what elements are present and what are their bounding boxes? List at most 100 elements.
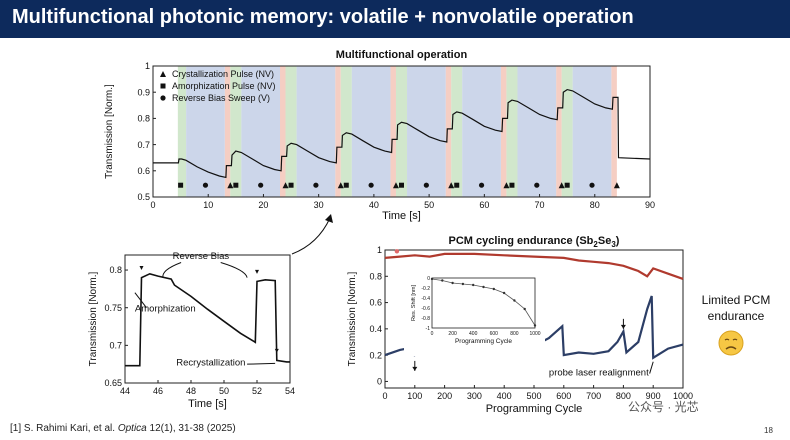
chart3-title: PCM cycling endurance (Sb2Se3) <box>449 235 620 249</box>
chart3-xtick-label: 400 <box>497 391 512 401</box>
chart3-event-arrow-head <box>412 366 418 371</box>
crystallization-marker <box>227 182 234 189</box>
shaded-crystallization <box>500 66 507 197</box>
reverse-bias-marker <box>202 182 209 188</box>
amorphization-marker <box>343 182 349 188</box>
chart3-ytick-label: 0.2 <box>369 350 382 360</box>
chart2-reverse-bias-bracket-right <box>220 262 248 278</box>
chart2-event-arrow <box>139 266 144 271</box>
chart4-ytick-label: -0.2 <box>421 286 430 292</box>
chart3-title-subscript: 3 <box>611 240 616 249</box>
citation: [1] S. Rahimi Kari, et al. Optica 12(1),… <box>10 423 236 434</box>
reverse-bias-marker <box>534 182 540 188</box>
shaded-reverse-bias <box>241 66 281 197</box>
chart2-reverse-bias-bracket-left <box>162 262 182 278</box>
amorphization-marker <box>399 182 404 188</box>
shaded-amorphization <box>340 66 352 197</box>
chart2-ytick-label: 0.8 <box>109 265 122 275</box>
chart1-xtick-label: 90 <box>645 200 655 210</box>
chart1-ytick-label: 0.6 <box>137 166 150 176</box>
chart4-res-shift-point <box>513 299 516 302</box>
chart2-xtick-label: 52 <box>252 386 262 396</box>
watermark: 公众号 · 光芯 <box>628 400 699 414</box>
chart3-event-arrow-head <box>620 324 626 329</box>
legend-crystallization-marker <box>160 71 166 77</box>
chart4-res-shift-point <box>472 283 475 287</box>
shaded-amorphization <box>177 66 187 197</box>
chart1-xtick-label: 50 <box>424 200 434 210</box>
chart1-ytick-label: 0.8 <box>137 114 150 124</box>
shaded-reverse-bias <box>462 66 501 197</box>
chart1-ylabel: Transmission [Norm.] <box>104 84 115 179</box>
chart2-ytick-label: 0.75 <box>104 303 122 313</box>
chart2-annotation-amorphization: Amorphization <box>135 303 196 314</box>
chart1-xtick-label: 10 <box>203 200 213 210</box>
crystallization-marker <box>448 182 455 189</box>
chart2-xtick-label: 54 <box>285 386 295 396</box>
shaded-amorphization <box>395 66 408 197</box>
chart1-xtick-label: 0 <box>150 200 155 210</box>
chart4-xtick-label: 800 <box>510 331 519 337</box>
side-note-line-2: endurance <box>707 309 765 323</box>
chart1-xtick-label: 80 <box>590 200 600 210</box>
shaded-amorphization <box>561 66 573 197</box>
chart3-xtick-label: 1000 <box>673 391 693 401</box>
chart1-xtick-label: 40 <box>369 200 379 210</box>
amorphization-marker <box>288 182 294 188</box>
connector-arrowhead <box>325 214 333 223</box>
limited-pcm-endurance-note: Limited PCM endurance <box>694 292 778 324</box>
shaded-crystallization <box>280 66 286 197</box>
chart3-probe-laser-arrow <box>649 361 654 374</box>
chart4-xtick-label: 600 <box>490 331 499 337</box>
chart3-series-amorphous <box>384 252 684 280</box>
chart2-ytick-label: 0.65 <box>104 378 122 388</box>
reverse-bias-marker <box>478 182 485 188</box>
chart4-xtick-label: 400 <box>469 331 478 337</box>
chart3-xtick-label: 700 <box>586 391 601 401</box>
amorphization-marker <box>454 182 460 188</box>
chart3-highlight-dot <box>394 249 400 254</box>
crystallization-marker <box>558 182 565 189</box>
shaded-crystallization <box>390 66 396 197</box>
chart3-xtick-label: 200 <box>437 391 452 401</box>
crystallization-marker <box>503 182 510 189</box>
chart1-xtick-label: 60 <box>479 200 489 210</box>
reverse-bias-marker <box>423 182 429 188</box>
chart4-ytick-label: -0.8 <box>421 316 430 322</box>
chart4-res-shift-point <box>533 324 537 327</box>
chart3-xtick-label: 300 <box>467 391 482 401</box>
chart4-xtick-label: 0 <box>431 331 434 337</box>
chart3-ytick-label: 0.8 <box>369 271 382 281</box>
crystallization-marker <box>282 182 289 189</box>
chart1-xtick-label: 30 <box>314 200 324 210</box>
chart1-xlabel: Time [s] <box>382 210 421 222</box>
reverse-bias-marker <box>313 182 319 188</box>
chart4-res-shift-point <box>430 277 434 281</box>
slide-title: Multifunctional photonic memory: volatil… <box>12 6 634 28</box>
citation-journal: Optica <box>117 423 147 434</box>
chart3-xtick-label: 100 <box>407 391 422 401</box>
chart2-xtick-label: 46 <box>153 386 163 396</box>
chart4-res-shift-point <box>482 285 485 289</box>
chart4-xtick-label: 200 <box>448 331 457 337</box>
chart4-res-shift-point <box>461 282 465 286</box>
chart3-title-part: Se <box>598 235 611 247</box>
chart3-xlabel: Programming Cycle <box>486 403 583 415</box>
chart2-event-arrow <box>255 269 259 274</box>
connector-arrow <box>291 217 331 255</box>
shaded-amorphization <box>451 66 463 197</box>
chart1-xtick-label: 20 <box>258 200 268 210</box>
chart2-ytick-label: 0.7 <box>109 341 122 351</box>
shaded-reverse-bias <box>351 66 391 197</box>
shaded-amorphization <box>230 66 242 197</box>
crystallization-marker <box>392 182 399 189</box>
legend-amorphization-label: Amorphization Pulse (NV) <box>172 81 276 91</box>
chart4-xtick-label: 1000 <box>529 331 540 337</box>
legend-crystallization-label: Crystallization Pulse (NV) <box>172 69 274 79</box>
reverse-bias-marker <box>368 182 374 188</box>
shaded-amorphization <box>506 66 518 197</box>
crystallization-marker <box>337 182 344 189</box>
chart2-xtick-label: 50 <box>219 386 229 396</box>
amorphization-marker <box>233 182 239 188</box>
